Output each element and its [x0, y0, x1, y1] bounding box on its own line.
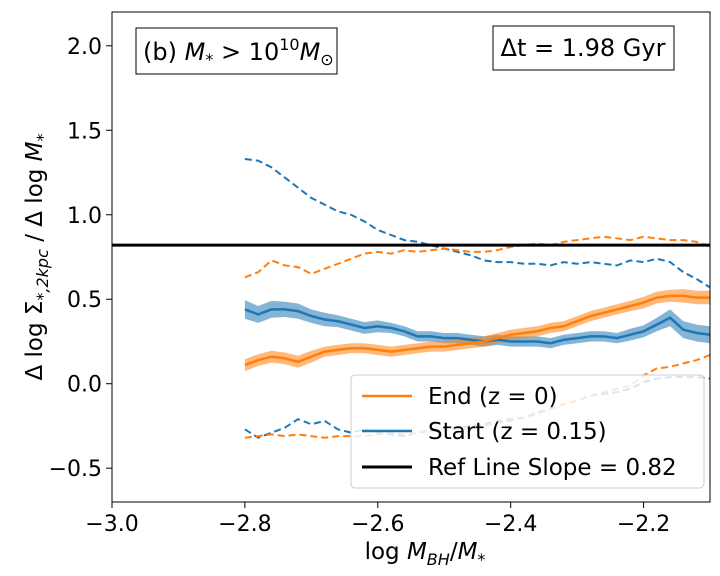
y-tick-label: 2.0 — [67, 35, 102, 60]
panel-label-box: (b) M* > 1010M⊙ — [135, 27, 338, 75]
y-tick-label: 0.5 — [67, 288, 102, 313]
y-axis-label: Δ log Σ*,2kpc / Δ log M* — [22, 133, 52, 380]
x-tick-label: −2.4 — [484, 512, 537, 537]
y-tick-label: 1.5 — [67, 119, 102, 144]
y-tick-label: −0.5 — [49, 457, 102, 482]
x-tick-label: −2.2 — [617, 512, 670, 537]
legend-label-ref: Ref Line Slope = 0.82 — [428, 455, 677, 481]
x-axis-label: log MBH/M* — [365, 539, 486, 569]
upper-dashed-line-end — [244, 235, 711, 279]
median-line-start — [244, 308, 711, 345]
time-label-box: Δt = 1.98 Gyr — [492, 25, 675, 71]
legend-label-end: End (z = 0) — [428, 384, 558, 410]
median-lines — [244, 294, 711, 367]
panel-label: (b) M* > 1010M⊙ — [143, 35, 334, 69]
x-tick-label: −2.6 — [351, 512, 404, 537]
y-axis: −0.5 0.0 0.5 1.0 1.5 2.0 — [49, 35, 112, 482]
upper-dashed-line-start — [244, 158, 711, 289]
legend-frame — [350, 374, 705, 489]
x-tick-label: −3.0 — [85, 512, 138, 537]
median-line-end — [244, 294, 710, 367]
legend: End (z = 0) Start (z = 0.15) Ref Line Sl… — [350, 374, 705, 489]
x-tick-label: −2.8 — [218, 512, 271, 537]
plot-frame — [111, 11, 711, 503]
y-tick-label: 0.0 — [67, 373, 102, 398]
error-band-end — [244, 289, 710, 372]
y-tick-label: 1.0 — [67, 204, 102, 229]
legend-label-start: Start (z = 0.15) — [428, 419, 607, 445]
time-label: Δt = 1.98 Gyr — [501, 34, 666, 62]
x-axis: −3.0 −2.8 −2.6 −2.4 −2.2 — [85, 502, 670, 537]
